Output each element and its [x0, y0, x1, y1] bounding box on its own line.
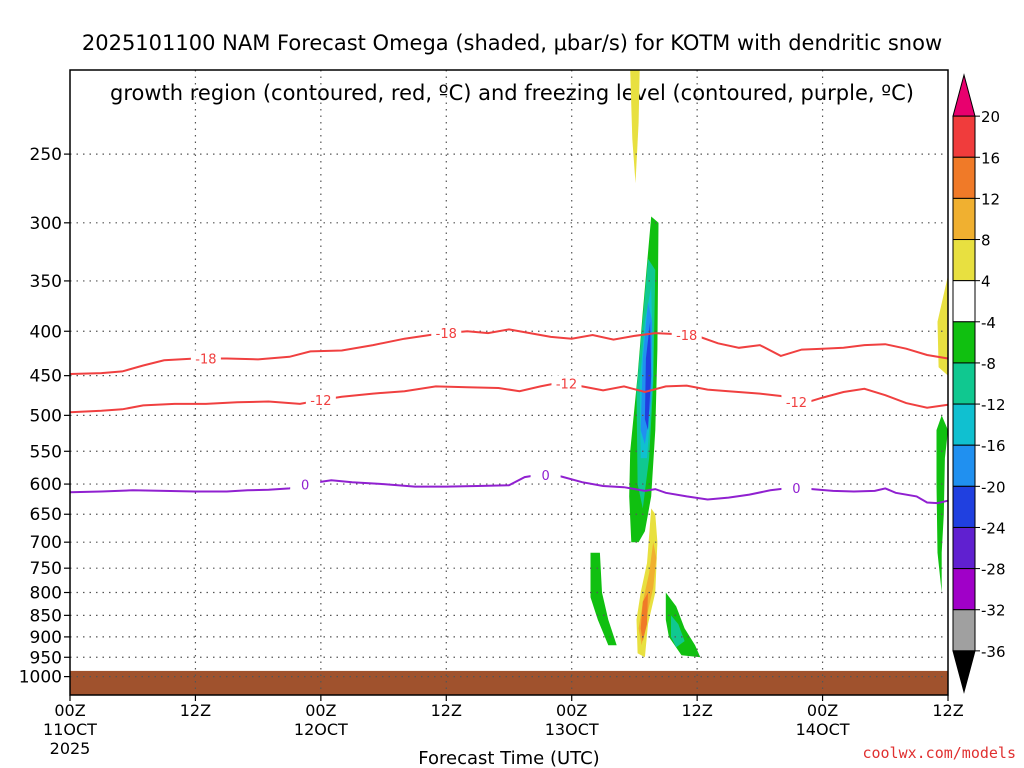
title-line-2: growth region (contoured, red, ºC) and f… [110, 81, 914, 105]
omega-shade-8 [630, 70, 640, 184]
colorbar-label-7: -12 [981, 396, 1006, 414]
y-tick-label-8: 650 [30, 505, 62, 525]
contour-label-bg-2-2 [781, 480, 812, 496]
omega-shade-12 [936, 415, 948, 593]
omega-shade-6 [665, 592, 701, 658]
omega-shade-7 [671, 615, 685, 648]
x-tick-sublabel-4: 13OCT [545, 720, 599, 739]
contour-label-bg-1-2 [781, 393, 812, 409]
omega-shade-11 [640, 592, 648, 642]
y-tick-label-14: 950 [30, 648, 62, 668]
colorbar-box-4 [952, 239, 976, 282]
y-tick-label-12: 850 [30, 606, 62, 626]
colorbar-label-12: -32 [981, 602, 1006, 620]
colorbar-label-0: 20 [981, 108, 1000, 126]
x-tick-label-7: 12Z [932, 701, 963, 720]
colorbar-label-4: 4 [981, 273, 991, 291]
x-tick-year-0: 2025 [50, 739, 91, 758]
colorbar-label-1: 16 [981, 149, 1000, 167]
x-tick-label-4: 00Z [556, 701, 587, 720]
y-tick-label-15: 1000 [19, 668, 62, 688]
colorbar-label-2: 12 [981, 190, 1000, 208]
colorbar-box-10 [952, 485, 976, 528]
y-tick-label-9: 700 [30, 533, 62, 553]
x-tick-label-2: 00Z [305, 701, 336, 720]
x-tick-label-5: 12Z [681, 701, 712, 720]
contour-label-bg-2-0 [290, 476, 321, 492]
colorbar-box-7 [952, 362, 976, 405]
contour-label-0-2: -18 [676, 329, 697, 344]
contour-label-1-2: -12 [786, 396, 807, 411]
contour-label-bg-0-0 [190, 350, 221, 366]
contour-label-1-0: -12 [310, 394, 331, 409]
x-tick-label-3: 12Z [431, 701, 462, 720]
contour-label-bg-1-1 [551, 375, 582, 391]
contour-line-1 [69, 381, 949, 414]
x-tick-sublabel-2: 12OCT [294, 720, 348, 739]
colorbar-label-11: -28 [981, 561, 1006, 579]
x-tick-label-6: 00Z [807, 701, 838, 720]
y-tick-label-4: 450 [30, 367, 62, 387]
below-ground-region [70, 670, 948, 695]
x-tick-sublabel-6: 14OCT [796, 720, 850, 739]
colorbar-label-6: -8 [981, 355, 996, 373]
omega-shade-13 [937, 275, 948, 376]
contour-label-0-0: -18 [195, 353, 216, 368]
contour-label-0-1: -18 [436, 327, 457, 342]
chart-title: 2025101100 NAM Forecast Omega (shaded, μ… [0, 6, 1024, 106]
x-tick-label-0: 00Z [54, 701, 85, 720]
contour-label-2-2: 0 [792, 482, 800, 497]
omega-shade-4 [644, 321, 652, 431]
colorbar-box-11 [952, 526, 976, 570]
colorbar-box-2 [952, 156, 976, 199]
contour-label-bg-2-1 [530, 467, 561, 483]
colorbar-box-9 [952, 444, 976, 487]
title-line-1: 2025101100 NAM Forecast Omega (shaded, μ… [81, 31, 943, 55]
x-tick-label-1: 12Z [180, 701, 211, 720]
y-tick-label-7: 600 [30, 475, 62, 495]
y-tick-label-1: 300 [30, 214, 62, 234]
contour-label-bg-0-1 [431, 325, 462, 341]
colorbar-label-13: -36 [981, 643, 1006, 661]
y-tick-label-10: 750 [30, 559, 62, 579]
omega-shade-5 [590, 552, 617, 646]
colorbar-label-3: 8 [981, 232, 991, 250]
y-tick-label-2: 350 [30, 272, 62, 292]
contour-label-bg-0-2 [671, 327, 702, 343]
contour-label-2-1: 0 [541, 469, 549, 484]
y-tick-label-11: 800 [30, 584, 62, 604]
x-tick-sublabel-0: 11OCT [43, 720, 97, 739]
colorbar-label-5: -4 [981, 314, 996, 332]
x-axis-label: Forecast Time (UTC) [418, 748, 599, 768]
plot-frame [69, 69, 949, 696]
y-tick-label-13: 900 [30, 628, 62, 648]
contour-label-2-0: 0 [301, 479, 309, 494]
colorbar-label-8: -16 [981, 437, 1006, 455]
contour-label-bg-1-0 [305, 391, 336, 407]
colorbar-box-5 [952, 280, 976, 323]
colorbar-label-10: -24 [981, 519, 1006, 537]
y-tick-label-5: 500 [30, 406, 62, 426]
colorbar-bottom-triangle [952, 650, 976, 694]
contour-line-2 [69, 473, 949, 505]
y-tick-label-6: 550 [30, 442, 62, 462]
y-tick-label-3: 400 [30, 322, 62, 342]
y-tick-label-0: 250 [30, 145, 62, 165]
colorbar-box-1 [952, 115, 976, 158]
colorbar-box-3 [952, 197, 976, 241]
colorbar-top-triangle [952, 73, 976, 117]
colorbar-box-13 [952, 609, 976, 652]
contour-label-1-1: -12 [556, 377, 577, 392]
credit-text: coolwx.com/models [862, 744, 1016, 762]
colorbar-box-6 [952, 321, 976, 364]
contour-line-0 [69, 328, 949, 375]
colorbar-box-12 [952, 568, 976, 611]
colorbar-label-9: -20 [981, 478, 1006, 496]
colorbar-box-8 [952, 403, 976, 446]
